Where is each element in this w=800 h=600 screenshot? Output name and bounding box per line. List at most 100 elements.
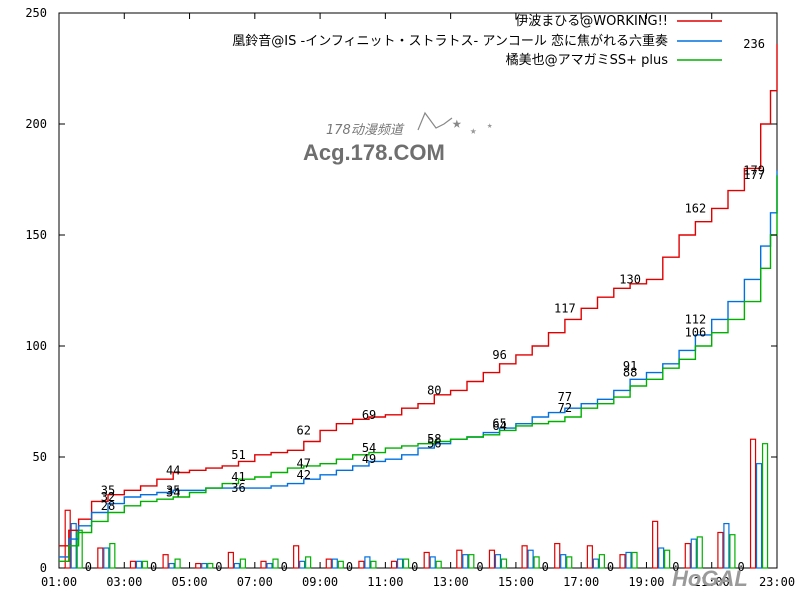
data-label: 34: [166, 486, 180, 500]
data-label: 41: [231, 470, 245, 484]
x-tick-label: 03:00: [106, 575, 142, 589]
bar: [521, 545, 528, 569]
data-label: 47: [297, 457, 311, 471]
bar: [293, 545, 300, 569]
data-label: 130: [619, 272, 641, 286]
data-label: 62: [297, 423, 311, 437]
bar: [396, 558, 404, 569]
x-tick-label: 17:00: [563, 575, 599, 589]
y-tick-label: 200: [25, 117, 47, 131]
bar: [305, 556, 312, 569]
zero-label: 0: [672, 560, 679, 574]
data-label: 112: [685, 312, 707, 326]
bar: [684, 542, 691, 569]
data-label: 35: [101, 483, 115, 497]
legend: 伊波まひる@WORKING!! 凰鈴音@IS -インフィニット・ストラトス- ア…: [232, 14, 722, 68]
bar: [402, 558, 410, 569]
data-label: 69: [362, 408, 376, 422]
bar: [239, 558, 246, 569]
data-label: 51: [231, 448, 245, 462]
bar: [723, 522, 730, 569]
bar: [162, 554, 169, 569]
x-tick-label: 21:00: [694, 575, 730, 589]
watermark: 178动漫频道 Acg.178.COM ★ ★ ★ HoGAL: [303, 111, 748, 591]
bar: [370, 560, 377, 569]
watermark-line1: 178动漫频道: [326, 123, 405, 138]
y-tick-label: 0: [40, 561, 47, 575]
bar: [749, 438, 757, 569]
watermark-swirl-icon: [417, 111, 453, 131]
watermark-corner: HoGAL: [672, 566, 748, 591]
bar: [527, 549, 534, 569]
bar: [598, 554, 605, 569]
bar: [272, 558, 279, 569]
bar: [462, 554, 469, 569]
bar: [664, 549, 671, 569]
zero-label: 0: [85, 560, 92, 574]
data-label: 177: [743, 168, 765, 182]
bar: [554, 542, 561, 569]
data-label: 54: [362, 441, 376, 455]
bar: [625, 551, 632, 569]
x-tick-label: 11:00: [367, 575, 403, 589]
bar: [207, 562, 214, 569]
plot-border: [58, 12, 778, 569]
data-label: 28: [101, 499, 115, 513]
bar: [652, 520, 659, 569]
data-label: 162: [685, 201, 707, 215]
data-label: 80: [427, 383, 441, 397]
y-tick-label: 50: [33, 450, 47, 464]
y-tick-label: 150: [25, 228, 47, 242]
data-label: 35: [166, 483, 180, 497]
bar: [619, 554, 626, 569]
bar: [103, 547, 110, 569]
bar: [456, 549, 463, 569]
bar: [390, 560, 398, 569]
zero-label: 0: [542, 560, 549, 574]
bar: [717, 531, 724, 569]
bar: [533, 556, 540, 569]
zero-label: 0: [281, 560, 288, 574]
bar: [658, 547, 665, 569]
data-label: 96: [492, 348, 506, 362]
bar: [488, 549, 496, 569]
zero-label: 0: [411, 560, 418, 574]
bar: [566, 556, 573, 569]
zero-label: 0: [215, 560, 222, 574]
data-label: 56: [427, 437, 441, 451]
watermark-star-icon: ★: [487, 121, 493, 131]
hourly-bars: [64, 438, 769, 569]
bar: [76, 529, 83, 569]
data-label: 65: [492, 417, 506, 431]
bar: [260, 560, 267, 569]
x-tick-label: 05:00: [171, 575, 207, 589]
bar: [586, 545, 593, 569]
bar: [109, 542, 116, 569]
bar: [266, 562, 273, 569]
bar: [227, 551, 234, 569]
bar: [468, 554, 475, 569]
data-label: 236: [743, 37, 765, 51]
watermark-star-icon: ★: [470, 124, 477, 137]
zero-label: 0: [607, 560, 614, 574]
data-labels: 3532284435345141366247426954498058569665…: [85, 37, 765, 574]
bar: [97, 547, 104, 569]
bar: [500, 558, 508, 569]
data-label: 72: [558, 401, 572, 415]
data-label: 42: [297, 468, 311, 482]
zero-label: 0: [346, 560, 353, 574]
data-label: 49: [362, 452, 376, 466]
data-label: 91: [623, 359, 637, 373]
data-label: 58: [427, 432, 441, 446]
zero-label: 0: [150, 560, 157, 574]
data-label: 32: [101, 490, 115, 504]
bar: [690, 538, 697, 569]
data-label: 106: [685, 326, 707, 340]
data-label: 179: [743, 164, 765, 178]
bar: [364, 556, 371, 569]
bar: [729, 534, 736, 569]
x-tick-label: 09:00: [302, 575, 338, 589]
bar: [325, 558, 332, 569]
legend-label-1: 伊波まひる@WORKING!!: [515, 14, 668, 29]
zero-label: 0: [737, 560, 744, 574]
